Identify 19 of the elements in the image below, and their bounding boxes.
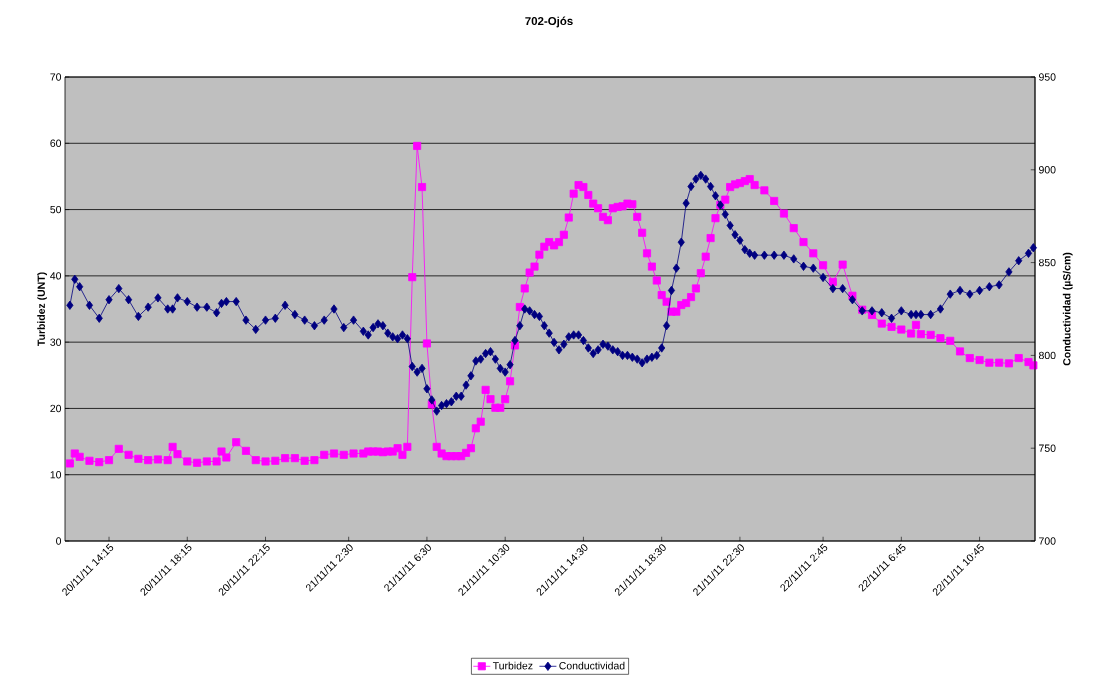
y-tick-label: 40 [50, 272, 62, 280]
y2-tick-label: 800 [1038, 351, 1056, 360]
y2-tick-label: 850 [1038, 258, 1056, 267]
y-tick-label: 10 [50, 471, 62, 479]
y-tick-label: 0 [56, 537, 62, 545]
y2-tick-label: 700 [1039, 537, 1056, 545]
y-axis-title: Turbidez (UNT) [37, 272, 48, 346]
y2-axis-title: Conductividad (µS/cm) [1062, 252, 1073, 366]
y2-tick-label: 750 [1039, 444, 1056, 452]
y-tick-label: 60 [50, 139, 62, 147]
legend-label: Conductividad [559, 661, 625, 670]
y-tick-label: 30 [50, 338, 62, 346]
y2-tick-label: 900 [1039, 166, 1056, 174]
y-tick-label: 20 [50, 404, 62, 413]
y2-tick-label: 950 [1039, 73, 1056, 81]
y-tick-label: 70 [50, 73, 62, 81]
y-tick-label: 50 [50, 205, 62, 214]
chart-title: 702-Ojós [525, 16, 573, 28]
legend-label: Turbidez [492, 661, 533, 670]
